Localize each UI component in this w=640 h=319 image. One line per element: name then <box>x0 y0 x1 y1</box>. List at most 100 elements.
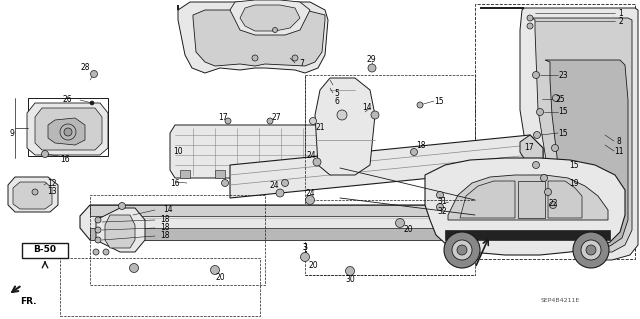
Polygon shape <box>215 170 225 178</box>
Bar <box>305 75 475 275</box>
Text: 22: 22 <box>548 198 557 207</box>
Text: 25: 25 <box>555 94 565 103</box>
Circle shape <box>129 263 138 272</box>
Text: 13: 13 <box>47 187 57 196</box>
Circle shape <box>410 149 417 155</box>
Text: 31: 31 <box>437 197 447 206</box>
Text: 27: 27 <box>271 113 281 122</box>
Circle shape <box>527 23 533 29</box>
Text: FR.: FR. <box>20 298 36 307</box>
Circle shape <box>545 189 552 196</box>
Text: 24: 24 <box>306 151 316 160</box>
Bar <box>475 4 635 259</box>
Polygon shape <box>313 170 323 178</box>
Polygon shape <box>230 135 543 198</box>
Text: 1: 1 <box>619 9 623 18</box>
Circle shape <box>532 161 540 168</box>
Text: 20: 20 <box>215 273 225 283</box>
Text: 15: 15 <box>569 160 579 169</box>
Polygon shape <box>460 181 515 218</box>
Polygon shape <box>27 103 108 155</box>
Text: 30: 30 <box>345 275 355 284</box>
Text: 23: 23 <box>558 70 568 79</box>
Polygon shape <box>80 205 520 240</box>
Bar <box>28 98 108 156</box>
Circle shape <box>292 55 298 61</box>
Polygon shape <box>255 170 265 178</box>
Circle shape <box>95 237 101 243</box>
Circle shape <box>586 245 596 255</box>
Polygon shape <box>548 181 582 218</box>
Text: 5: 5 <box>335 88 339 98</box>
Text: 16: 16 <box>170 180 180 189</box>
Text: 20: 20 <box>403 226 413 234</box>
Polygon shape <box>180 170 190 178</box>
Bar <box>60 258 260 316</box>
Circle shape <box>90 70 97 78</box>
Circle shape <box>60 124 76 140</box>
Text: 24: 24 <box>269 182 279 190</box>
Text: 11: 11 <box>614 146 624 155</box>
Text: 19: 19 <box>569 179 579 188</box>
Circle shape <box>536 108 543 115</box>
Text: 14: 14 <box>362 103 372 113</box>
Circle shape <box>32 189 38 195</box>
Circle shape <box>534 131 541 138</box>
Text: 7: 7 <box>300 58 305 68</box>
Text: 21: 21 <box>316 123 324 132</box>
Polygon shape <box>105 215 135 248</box>
Text: 8: 8 <box>616 137 621 145</box>
Polygon shape <box>425 158 625 255</box>
Text: 18: 18 <box>160 232 170 241</box>
Text: 4: 4 <box>303 251 307 261</box>
Text: 29: 29 <box>366 56 376 64</box>
Circle shape <box>64 128 72 136</box>
Circle shape <box>95 217 101 223</box>
Circle shape <box>573 232 609 268</box>
Polygon shape <box>545 60 628 246</box>
Text: SEP4B4211E: SEP4B4211E <box>540 298 580 302</box>
Polygon shape <box>480 8 638 260</box>
Circle shape <box>552 94 559 101</box>
Circle shape <box>337 110 347 120</box>
Text: 9: 9 <box>10 129 15 137</box>
Polygon shape <box>90 205 510 216</box>
Circle shape <box>436 204 444 211</box>
Polygon shape <box>35 108 102 150</box>
Text: 3: 3 <box>303 243 307 253</box>
Circle shape <box>310 117 317 124</box>
Text: 18: 18 <box>160 224 170 233</box>
Polygon shape <box>448 175 608 220</box>
Circle shape <box>221 180 228 187</box>
Bar <box>90 195 265 285</box>
Text: 12: 12 <box>47 179 57 188</box>
Polygon shape <box>230 0 310 35</box>
Circle shape <box>532 71 540 78</box>
Circle shape <box>444 232 480 268</box>
Text: 16: 16 <box>60 155 70 165</box>
Text: 14: 14 <box>163 205 173 214</box>
Polygon shape <box>532 18 632 252</box>
Polygon shape <box>518 181 545 218</box>
Bar <box>22 243 68 258</box>
Polygon shape <box>240 5 300 31</box>
Polygon shape <box>96 208 145 252</box>
Circle shape <box>313 158 321 166</box>
Text: 15: 15 <box>558 108 568 116</box>
Polygon shape <box>178 2 328 73</box>
Circle shape <box>273 27 278 33</box>
Text: 26: 26 <box>62 95 72 105</box>
Circle shape <box>371 111 379 119</box>
Circle shape <box>95 227 101 233</box>
Polygon shape <box>13 182 52 209</box>
Circle shape <box>282 180 289 187</box>
Text: 18: 18 <box>160 216 170 225</box>
Text: 15: 15 <box>558 129 568 137</box>
Text: 2: 2 <box>619 17 623 26</box>
Polygon shape <box>315 78 375 175</box>
Circle shape <box>541 174 547 182</box>
Circle shape <box>457 245 467 255</box>
Polygon shape <box>193 10 325 66</box>
Text: 15: 15 <box>434 97 444 106</box>
Circle shape <box>552 145 559 152</box>
